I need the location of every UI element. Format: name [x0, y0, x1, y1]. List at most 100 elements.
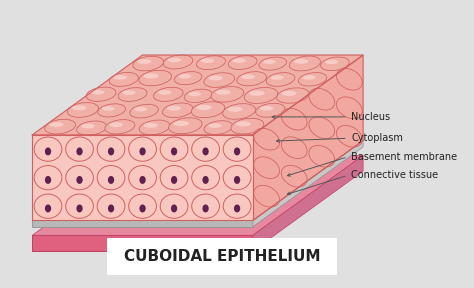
Polygon shape: [32, 220, 253, 227]
Ellipse shape: [45, 176, 51, 184]
Ellipse shape: [108, 147, 114, 156]
Ellipse shape: [139, 204, 146, 213]
Ellipse shape: [66, 137, 93, 161]
Ellipse shape: [173, 121, 189, 126]
Ellipse shape: [196, 105, 212, 110]
Ellipse shape: [255, 103, 285, 117]
Ellipse shape: [81, 124, 95, 128]
Ellipse shape: [294, 59, 308, 64]
Text: Connective tissue: Connective tissue: [351, 170, 438, 180]
Ellipse shape: [178, 74, 191, 78]
Text: Basement membrane: Basement membrane: [351, 152, 457, 162]
Ellipse shape: [91, 90, 104, 94]
Ellipse shape: [171, 176, 177, 184]
Ellipse shape: [223, 137, 251, 161]
Ellipse shape: [102, 106, 115, 111]
Ellipse shape: [128, 137, 156, 161]
Ellipse shape: [223, 194, 251, 218]
Ellipse shape: [321, 57, 349, 71]
Ellipse shape: [171, 147, 177, 156]
Ellipse shape: [223, 104, 255, 119]
Ellipse shape: [45, 119, 75, 134]
Ellipse shape: [277, 88, 309, 103]
Text: Nucleus: Nucleus: [351, 112, 390, 122]
Ellipse shape: [154, 87, 183, 101]
Ellipse shape: [160, 194, 188, 218]
Ellipse shape: [201, 58, 214, 63]
Ellipse shape: [130, 104, 158, 118]
Ellipse shape: [299, 73, 327, 86]
Polygon shape: [32, 55, 363, 135]
Ellipse shape: [191, 102, 225, 118]
Ellipse shape: [139, 147, 146, 156]
Ellipse shape: [260, 106, 273, 111]
Ellipse shape: [309, 145, 335, 167]
Ellipse shape: [202, 147, 209, 156]
Polygon shape: [253, 55, 363, 220]
Ellipse shape: [232, 58, 246, 63]
Ellipse shape: [34, 137, 62, 161]
Ellipse shape: [134, 107, 147, 111]
Ellipse shape: [325, 60, 338, 64]
Ellipse shape: [231, 118, 264, 134]
Ellipse shape: [228, 107, 243, 112]
Ellipse shape: [244, 88, 278, 103]
Ellipse shape: [241, 74, 255, 79]
Ellipse shape: [160, 137, 188, 161]
Ellipse shape: [76, 176, 82, 184]
Ellipse shape: [282, 91, 296, 96]
Polygon shape: [32, 235, 253, 251]
Ellipse shape: [122, 90, 136, 95]
Ellipse shape: [139, 70, 172, 86]
Ellipse shape: [67, 103, 99, 118]
Ellipse shape: [266, 73, 295, 86]
Ellipse shape: [97, 137, 125, 161]
Ellipse shape: [139, 176, 146, 184]
Ellipse shape: [237, 72, 266, 86]
Ellipse shape: [105, 120, 135, 134]
Ellipse shape: [208, 124, 221, 128]
Ellipse shape: [216, 90, 231, 95]
Ellipse shape: [174, 72, 202, 85]
Polygon shape: [32, 135, 253, 220]
Ellipse shape: [167, 58, 181, 62]
Ellipse shape: [188, 92, 201, 96]
Ellipse shape: [270, 75, 283, 80]
Ellipse shape: [139, 120, 170, 135]
Ellipse shape: [66, 194, 93, 218]
Polygon shape: [253, 156, 363, 251]
Ellipse shape: [254, 157, 280, 179]
Ellipse shape: [49, 122, 64, 127]
Ellipse shape: [45, 147, 51, 156]
Ellipse shape: [281, 108, 307, 130]
Ellipse shape: [137, 59, 152, 64]
Ellipse shape: [234, 176, 240, 184]
Ellipse shape: [309, 117, 335, 139]
Ellipse shape: [34, 166, 62, 190]
Ellipse shape: [191, 194, 219, 218]
Ellipse shape: [128, 166, 156, 190]
Ellipse shape: [160, 166, 188, 190]
Ellipse shape: [337, 97, 362, 119]
Polygon shape: [253, 141, 363, 227]
Ellipse shape: [263, 60, 276, 64]
Ellipse shape: [144, 123, 158, 128]
Ellipse shape: [281, 165, 307, 187]
Ellipse shape: [289, 56, 320, 71]
Ellipse shape: [66, 166, 93, 190]
Ellipse shape: [202, 204, 209, 213]
Ellipse shape: [309, 88, 335, 110]
Ellipse shape: [337, 68, 362, 90]
Ellipse shape: [34, 194, 62, 218]
Ellipse shape: [167, 106, 181, 111]
Text: Cytoplasm: Cytoplasm: [351, 133, 403, 143]
Ellipse shape: [144, 73, 159, 78]
Ellipse shape: [118, 88, 147, 101]
Ellipse shape: [72, 105, 86, 110]
Ellipse shape: [208, 75, 223, 80]
Ellipse shape: [169, 118, 202, 134]
Ellipse shape: [191, 166, 219, 190]
Ellipse shape: [234, 147, 240, 156]
Ellipse shape: [259, 57, 286, 70]
Ellipse shape: [228, 56, 257, 69]
